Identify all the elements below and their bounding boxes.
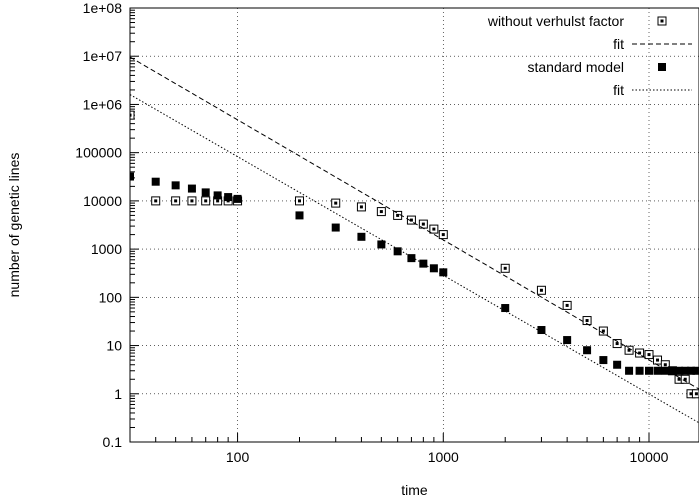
data-point-without-verhulst	[500, 263, 510, 273]
plot-frame	[129, 7, 699, 443]
x-axis-label: time	[401, 482, 428, 498]
data-point-standard-model	[613, 360, 622, 369]
data-point-without-verhulst	[680, 374, 690, 384]
data-point-standard-model	[661, 366, 670, 375]
legend-label: fit	[613, 36, 624, 52]
data-point-standard-model	[635, 366, 644, 375]
data-point-without-verhulst	[582, 316, 592, 326]
data-point-standard-model	[213, 191, 222, 200]
data-point-without-verhulst	[635, 348, 645, 358]
data-point-standard-model	[224, 193, 233, 202]
data-point-without-verhulst	[130, 110, 135, 120]
data-point-without-verhulst	[624, 345, 634, 355]
data-point-standard-model	[429, 264, 438, 273]
y-tick-label: 10000	[83, 193, 122, 209]
data-point-standard-model	[151, 177, 160, 186]
series-layer	[130, 56, 699, 424]
data-point-without-verhulst	[562, 300, 572, 310]
data-point-without-verhulst	[376, 207, 386, 217]
legend-marker	[657, 16, 667, 26]
y-tick-label: 1e+06	[83, 96, 123, 112]
fit-line-dashed	[130, 56, 699, 390]
y-tick-label: 100000	[75, 145, 122, 161]
data-point-standard-model	[419, 259, 428, 268]
data-point-standard-model	[295, 211, 304, 220]
y-axis-label: number of genetic lines	[6, 153, 22, 298]
data-point-standard-model	[501, 304, 510, 313]
data-point-standard-model	[331, 223, 340, 232]
data-point-standard-model	[233, 194, 242, 203]
data-point-standard-model	[393, 247, 402, 256]
data-point-standard-model	[675, 366, 684, 375]
data-point-standard-model	[439, 268, 448, 277]
data-point-standard-model	[645, 366, 654, 375]
data-point-without-verhulst	[294, 196, 304, 206]
data-point-without-verhulst	[406, 215, 416, 225]
x-tick-label: 100	[226, 449, 250, 465]
data-point-standard-model	[599, 356, 608, 365]
x-tick-label: 1000	[428, 449, 459, 465]
fit-line-dotted	[130, 94, 699, 424]
legend-label: without verhulst factor	[487, 13, 625, 29]
y-tick-label: 1	[114, 386, 122, 402]
legend-marker	[658, 63, 666, 71]
data-point-standard-model	[537, 326, 546, 335]
y-tick-label: 1e+07	[83, 48, 123, 64]
x-tick-label: 10000	[630, 449, 669, 465]
grid-lines	[130, 8, 699, 442]
data-point-standard-model	[130, 172, 134, 181]
data-point-without-verhulst	[653, 355, 663, 365]
tick-labels: 0.1 1 10 100 1000 10000 100000 1e+06 1e+07 1e+08 1…	[75, 0, 668, 465]
data-point-standard-model	[357, 232, 366, 241]
data-point-without-verhulst	[536, 285, 546, 295]
data-point-standard-model	[625, 366, 634, 375]
data-point-without-verhulst	[201, 196, 211, 206]
data-point-standard-model	[171, 181, 180, 190]
data-point-without-verhulst	[331, 198, 341, 208]
legend-label: fit	[613, 82, 624, 98]
y-tick-label: 0.1	[103, 434, 123, 450]
data-point-without-verhulst	[356, 202, 366, 212]
y-tick-label: 10	[106, 338, 122, 354]
legend-label: standard model	[527, 59, 624, 75]
data-point-standard-model	[692, 366, 699, 375]
data-point-without-verhulst	[691, 389, 699, 399]
legend: without verhulst factor fit standard model…	[487, 13, 692, 98]
data-point-without-verhulst	[151, 196, 161, 206]
data-point-standard-model	[686, 366, 695, 375]
data-point-standard-model	[563, 336, 572, 345]
data-point-standard-model	[668, 366, 677, 375]
data-point-without-verhulst	[598, 326, 608, 336]
data-point-standard-model	[187, 184, 196, 193]
y-tick-label: 1000	[91, 241, 122, 257]
data-point-without-verhulst	[644, 350, 654, 360]
data-point-standard-model	[407, 254, 416, 263]
y-tick-label: 1e+08	[83, 0, 123, 16]
data-point-without-verhulst	[187, 196, 197, 206]
data-point-without-verhulst	[171, 196, 181, 206]
data-point-standard-model	[583, 346, 592, 355]
data-point-without-verhulst	[438, 230, 448, 240]
data-point-standard-model	[653, 366, 662, 375]
data-point-without-verhulst	[429, 224, 439, 234]
y-tick-label: 100	[99, 289, 123, 305]
data-point-standard-model	[377, 240, 386, 249]
data-point-standard-model	[201, 188, 210, 197]
data-point-standard-model	[681, 366, 690, 375]
